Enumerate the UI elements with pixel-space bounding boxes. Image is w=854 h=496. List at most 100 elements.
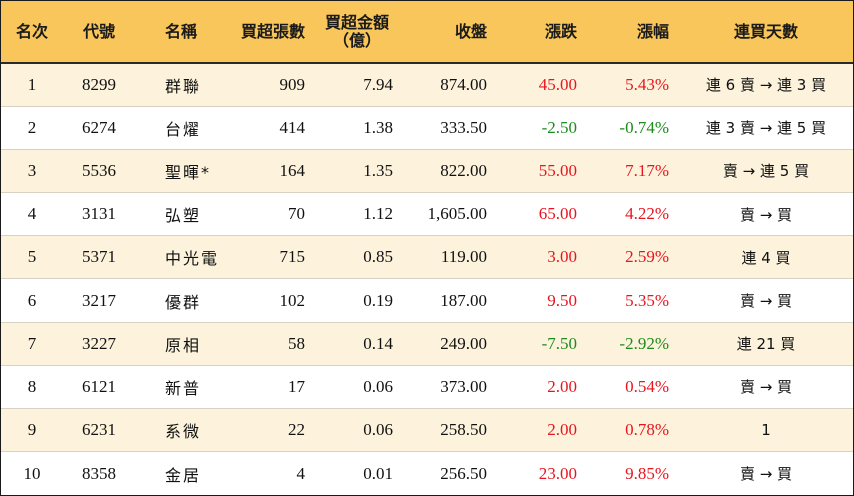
table-row: 6 3217 優群 102 0.19 187.00 9.50 5.35% 賣 → 買 [1, 278, 853, 323]
cell-net-lots: 17 [225, 365, 311, 410]
cell-net-amount: 0.14 [311, 322, 403, 366]
cell-code: 8358 [82, 463, 116, 483]
cell-buy-days: 連 6 賣 → 連 3 買 [679, 63, 853, 107]
cell-net-lots: 58 [225, 322, 311, 366]
cell-change: 65.00 [497, 192, 587, 237]
cell-buy-days: 賣 → 買 [679, 192, 853, 237]
cell-close: 119.00 [403, 235, 497, 280]
cell-change: 3.00 [497, 235, 587, 280]
cell-change-pct: -0.74% [587, 106, 679, 150]
cell-net-lots: 102 [225, 278, 311, 323]
cell-change-pct: 5.35% [587, 278, 679, 323]
cell-net-lots: 70 [225, 192, 311, 237]
cell-change-pct: 4.22% [587, 192, 679, 237]
cell-buy-days: 賣 → 買 [739, 465, 793, 484]
cell-net-lots: 164 [225, 149, 311, 194]
cell-change-pct: -2.92% [587, 322, 679, 366]
cell-code: 8299 [63, 63, 135, 107]
cell-net-amount: 7.94 [311, 63, 403, 107]
cell-rank: 4 [1, 192, 63, 237]
cell-net-lots: 414 [225, 106, 311, 150]
table-row: 4 3131 弘塑 70 1.12 1,605.00 65.00 4.22% 賣 → 買 [1, 192, 853, 237]
header-net-lots: 買超張數 [225, 1, 311, 64]
cell-net-amount: 1.38 [311, 106, 403, 150]
cell-rank: 1 [1, 63, 63, 107]
cell-rank: 3 [1, 149, 63, 194]
table-header-row: 名次 代號 名稱 買超張數 買超金額 （億） 收盤 漲跌 漲幅 連買天數 [1, 1, 853, 64]
cell-buy-days: 連 3 賣 → 連 5 買 [679, 106, 853, 150]
cell-name: 群聯 [135, 63, 225, 107]
cell-change: -2.50 [497, 106, 587, 150]
cell-code: 6121 [63, 365, 135, 410]
header-change: 漲跌 [497, 1, 587, 64]
cell-buy-days: 賣 → 買 [679, 365, 853, 410]
header-change-pct: 漲幅 [587, 1, 679, 64]
cell-change-pct: 9.85% [625, 463, 669, 483]
cell-code: 3131 [63, 192, 135, 237]
cell-change: 45.00 [497, 63, 587, 107]
table-row: 8 6121 新普 17 0.06 373.00 2.00 0.54% 賣 → 買 [1, 365, 853, 410]
cell-change-pct: 5.43% [587, 63, 679, 107]
cell-net-amount: 0.06 [311, 408, 403, 453]
cell-change: 9.50 [497, 278, 587, 323]
cell-close: 874.00 [403, 63, 497, 107]
cell-close: 258.50 [403, 408, 497, 453]
cell-net-amount: 0.06 [311, 365, 403, 410]
cell-net-amount: 1.35 [311, 149, 403, 194]
cell-code: 6231 [63, 408, 135, 453]
cell-name: 系微 [135, 408, 225, 453]
table-row: 10 8358 金居 4 0.01 256.50 23.00 9.85% 賣 → 買 [1, 451, 853, 495]
cell-name: 中光電 [135, 235, 225, 280]
cell-change: 23.00 [538, 463, 577, 483]
cell-rank: 9 [1, 408, 63, 453]
cell-net-lots: 22 [225, 408, 311, 453]
cell-net-amount: 0.85 [311, 235, 403, 280]
cell-name: 聖暉* [135, 149, 225, 194]
cell-code: 5536 [63, 149, 135, 194]
cell-rank: 2 [1, 106, 63, 150]
cell-rank: 7 [1, 322, 63, 366]
table-row: 1 8299 群聯 909 7.94 874.00 45.00 5.43% 連 6 賣 → 連 … [1, 63, 853, 107]
table-row: 5 5371 中光電 715 0.85 119.00 3.00 2.59% 連 4 買 [1, 235, 853, 280]
cell-code: 3227 [63, 322, 135, 366]
cell-buy-days: 賣 → 連 5 買 [679, 149, 853, 194]
header-net-amount: 買超金額 （億） [311, 1, 403, 64]
cell-code: 5371 [63, 235, 135, 280]
cell-buy-days: 連 4 買 [679, 235, 853, 280]
cell-name: 原相 [135, 322, 225, 366]
cell-rank: 8 [1, 365, 63, 410]
cell-rank: 10 [23, 463, 41, 483]
cell-name: 優群 [135, 278, 225, 323]
header-name: 名稱 [135, 1, 225, 64]
header-net-amount-line2: （億） [332, 30, 381, 50]
cell-close: 822.00 [403, 149, 497, 194]
cell-change-pct: 7.17% [587, 149, 679, 194]
cell-buy-days: 賣 → 買 [679, 278, 853, 323]
table-row: 9 6231 系微 22 0.06 258.50 2.00 0.78% 1 [1, 408, 853, 453]
cell-close: 1,605.00 [403, 192, 497, 237]
cell-net-amount: 1.12 [311, 192, 403, 237]
cell-change: 2.00 [497, 365, 587, 410]
cell-change: 55.00 [497, 149, 587, 194]
cell-rank: 5 [1, 235, 63, 280]
cell-change: 2.00 [497, 408, 587, 453]
cell-net-lots: 909 [225, 63, 311, 107]
cell-name: 弘塑 [135, 192, 225, 237]
header-net-amount-line1: 買超金額 [324, 12, 389, 32]
cell-code: 6274 [63, 106, 135, 150]
cell-close: 256.50 [440, 463, 487, 483]
header-close: 收盤 [403, 1, 497, 64]
cell-code: 3217 [63, 278, 135, 323]
cell-net-lots: 715 [225, 235, 311, 280]
cell-name: 金居 [165, 465, 202, 485]
cell-change-pct: 0.54% [587, 365, 679, 410]
cell-name: 台燿 [135, 106, 225, 150]
cell-net-amount: 0.19 [311, 278, 403, 323]
table-body: 1 8299 群聯 909 7.94 874.00 45.00 5.43% 連 6 賣 → 連 … [1, 63, 853, 495]
cell-rank: 6 [1, 278, 63, 323]
cell-name: 新普 [135, 365, 225, 410]
cell-net-lots: 4 [296, 463, 306, 483]
cell-buy-days: 1 [679, 408, 853, 453]
